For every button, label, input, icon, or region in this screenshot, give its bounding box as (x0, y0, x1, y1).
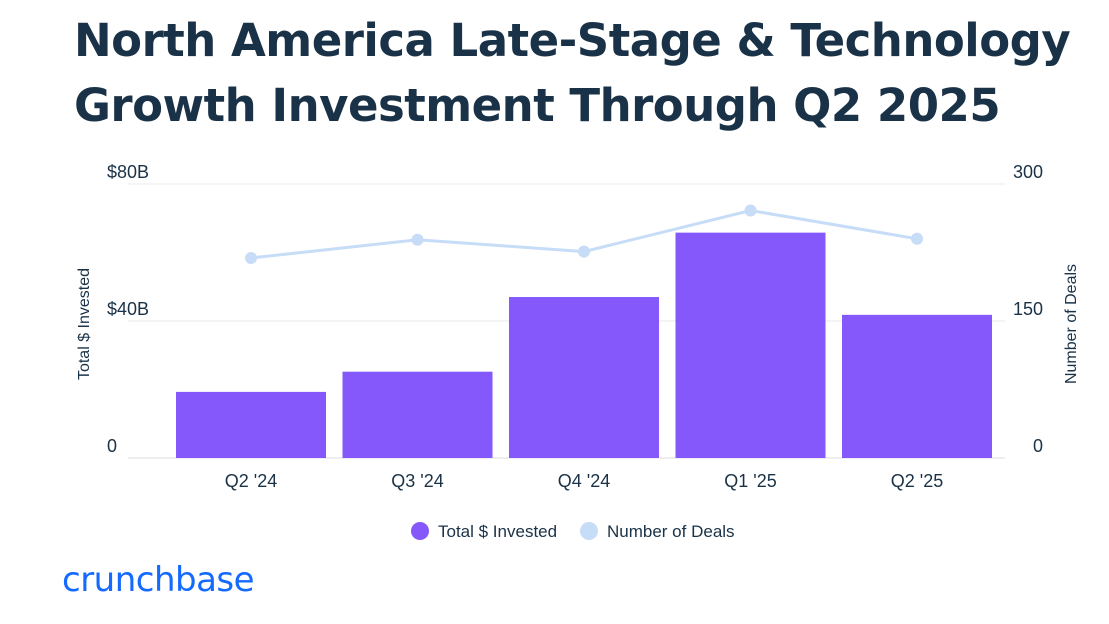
right-tick-label: 0 (1033, 436, 1043, 456)
right-axis-title: Number of Deals (1063, 264, 1080, 384)
left-axis-title: Total $ Invested (76, 268, 93, 380)
legend-label: Total $ Invested (438, 522, 557, 541)
x-tick-label: Q2 '24 (225, 471, 277, 491)
bar (675, 232, 826, 458)
x-tick-label: Q4 '24 (558, 471, 610, 491)
legend-swatch (580, 522, 598, 540)
x-axis-ticks: Q2 '24 Q3 '24 Q4 '24 Q1 '25 Q2 '25 (225, 471, 943, 491)
chart-title: North America Late-Stage & Technology Gr… (74, 14, 1071, 132)
right-tick-label: 300 (1013, 162, 1043, 182)
crunchbase-logo: crunchbase (62, 560, 255, 600)
left-tick-label: 0 (107, 436, 117, 456)
legend: Total $ Invested Number of Deals (411, 522, 735, 541)
deals-point (411, 233, 424, 246)
x-tick-label: Q1 '25 (724, 471, 776, 491)
bar (342, 371, 493, 458)
bar (842, 314, 992, 458)
right-axis-ticks: 0 150 300 (1013, 162, 1043, 456)
deals-point (744, 204, 757, 217)
bar (509, 297, 659, 458)
deals-point (245, 251, 257, 264)
left-tick-label: $80B (107, 162, 149, 182)
bar (176, 391, 326, 458)
legend-swatch (411, 522, 429, 540)
x-tick-label: Q3 '24 (391, 471, 443, 491)
left-axis-ticks: 0 $40B $80B (107, 162, 149, 456)
deals-point (578, 245, 590, 258)
bar-series (176, 232, 992, 458)
deals-point (911, 232, 923, 245)
line-series (245, 204, 923, 264)
x-tick-label: Q2 '25 (891, 471, 943, 491)
legend-label: Number of Deals (607, 522, 735, 541)
right-tick-label: 150 (1013, 299, 1043, 319)
left-tick-label: $40B (107, 299, 149, 319)
